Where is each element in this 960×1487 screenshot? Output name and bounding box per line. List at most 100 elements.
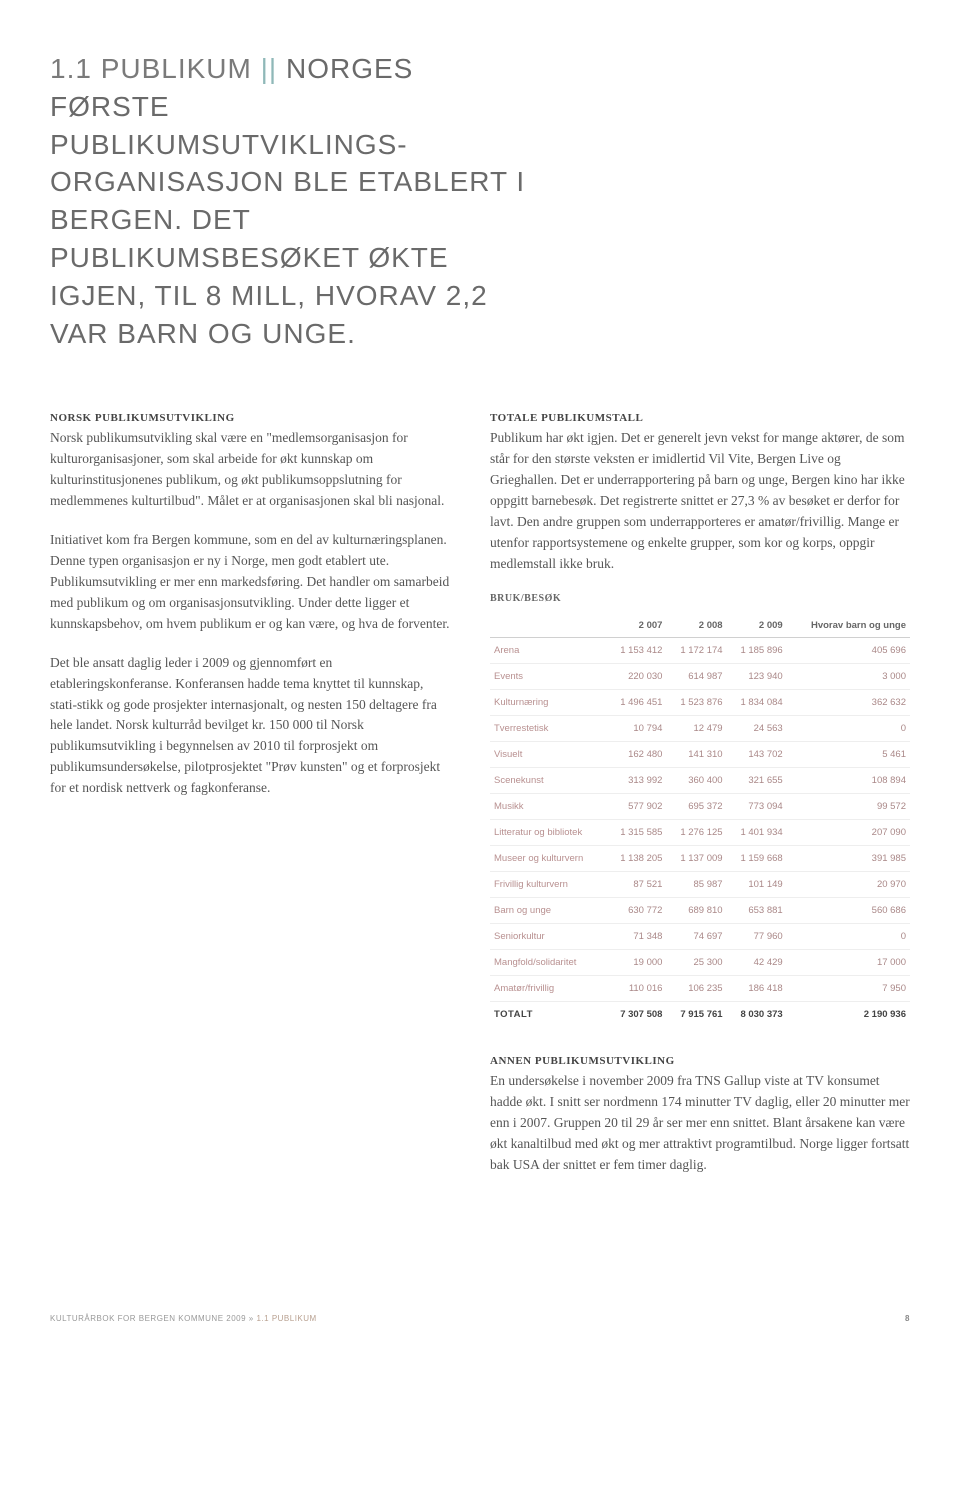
table-cell: 108 894 [787,768,910,794]
headline-bars: || [252,53,286,84]
headline-rest: NORGES FØRSTE PUBLIKUMSUTVIKLINGS-ORGANI… [50,53,525,349]
table-cell: 110 016 [606,976,666,1002]
table-row: Seniorkultur71 34874 69777 9600 [490,924,910,950]
footer-page-number: 8 [905,1314,910,1323]
table-cell: 77 960 [727,924,787,950]
table-cell: 773 094 [727,794,787,820]
table-cell: Seniorkultur [490,924,606,950]
table-cell: 99 572 [787,794,910,820]
table-cell: 0 [787,716,910,742]
table-cell: 24 563 [727,716,787,742]
left-subhead-1: NORSK PUBLIKUMSUTVIKLING [50,412,450,424]
table-total-cell: 7 915 761 [666,1002,726,1028]
page-footer: KULTURÅRBOK FOR BERGEN KOMMUNE 2009 » 1.… [50,1314,910,1323]
table-cell: 20 970 [787,872,910,898]
table-cell: 143 702 [727,742,787,768]
table-caption: BRUK/BESØK [490,593,910,604]
table-cell: 1 185 896 [727,638,787,664]
table-cell: 630 772 [606,898,666,924]
table-cell: Tverrestetisk [490,716,606,742]
table-cell: Visuelt [490,742,606,768]
table-cell: 1 276 125 [666,820,726,846]
table-cell: 689 810 [666,898,726,924]
footer-left: KULTURÅRBOK FOR BERGEN KOMMUNE 2009 » 1.… [50,1314,317,1323]
table-total-cell: 7 307 508 [606,1002,666,1028]
left-para-3: Det ble ansatt daglig leder i 2009 og gj… [50,653,450,799]
two-column-layout: NORSK PUBLIKUMSUTVIKLING Norsk publikums… [50,412,910,1193]
table-cell: 220 030 [606,664,666,690]
table-cell: 186 418 [727,976,787,1002]
table-cell: 7 950 [787,976,910,1002]
table-row: Scenekunst313 992360 400321 655108 894 [490,768,910,794]
table-cell: 101 149 [727,872,787,898]
table-cell: 17 000 [787,950,910,976]
headline-lead: 1.1 PUBLIKUM [50,53,252,84]
th-1: 2 007 [606,614,666,638]
table-row: Museer og kulturvern1 138 2051 137 0091 … [490,846,910,872]
footer-book: KULTURÅRBOK FOR BERGEN KOMMUNE 2009 [50,1314,246,1323]
table-cell: Museer og kulturvern [490,846,606,872]
table-row: Arena1 153 4121 172 1741 185 896405 696 [490,638,910,664]
table-cell: 1 137 009 [666,846,726,872]
th-3: 2 009 [727,614,787,638]
table-row: Litteratur og bibliotek1 315 5851 276 12… [490,820,910,846]
table-cell: 162 480 [606,742,666,768]
page-headline: 1.1 PUBLIKUM || NORGES FØRSTE PUBLIKUMSU… [50,50,530,352]
table-cell: 10 794 [606,716,666,742]
right-para-1: Publikum har økt igjen. Det er generelt … [490,428,910,574]
table-cell: 25 300 [666,950,726,976]
right-column: TOTALE PUBLIKUMSTALL Publikum har økt ig… [490,412,910,1193]
table-row: Kulturnæring1 496 4511 523 8761 834 0843… [490,690,910,716]
table-cell: 360 400 [666,768,726,794]
table-cell: 0 [787,924,910,950]
table-cell: 87 521 [606,872,666,898]
table-row: Visuelt162 480141 310143 7025 461 [490,742,910,768]
left-para-1: Norsk publikumsutvikling skal være en "m… [50,428,450,512]
table-cell: 577 902 [606,794,666,820]
table-cell: 85 987 [666,872,726,898]
table-total-row: TOTALT7 307 5087 915 7618 030 3732 190 9… [490,1002,910,1028]
table-cell: Barn og unge [490,898,606,924]
table-cell: 391 985 [787,846,910,872]
table-cell: 3 000 [787,664,910,690]
table-cell: Frivillig kulturvern [490,872,606,898]
right-subhead-2: ANNEN PUBLIKUMSUTVIKLING [490,1055,910,1067]
table-cell: 74 697 [666,924,726,950]
table-body: Arena1 153 4121 172 1741 185 896405 696E… [490,638,910,1028]
table-row: Events220 030614 987123 9403 000 [490,664,910,690]
table-cell: Mangfold/solidaritet [490,950,606,976]
table-cell: 123 940 [727,664,787,690]
table-cell: 71 348 [606,924,666,950]
table-cell: 19 000 [606,950,666,976]
table-cell: Arena [490,638,606,664]
table-cell: Litteratur og bibliotek [490,820,606,846]
table-cell: 362 632 [787,690,910,716]
table-row: Barn og unge630 772689 810653 881560 686 [490,898,910,924]
table-cell: Kulturnæring [490,690,606,716]
left-column: NORSK PUBLIKUMSUTVIKLING Norsk publikums… [50,412,450,1193]
table-cell: Amatør/frivillig [490,976,606,1002]
bruk-besok-table: 2 007 2 008 2 009 Hvorav barn og unge Ar… [490,614,910,1027]
left-para-2: Initiativet kom fra Bergen kommune, som … [50,530,450,635]
table-cell: 695 372 [666,794,726,820]
table-cell: 1 172 174 [666,638,726,664]
table-cell: 12 479 [666,716,726,742]
table-row: Frivillig kulturvern87 52185 987101 1492… [490,872,910,898]
table-cell: 321 655 [727,768,787,794]
table-cell: 653 881 [727,898,787,924]
table-cell: 1 496 451 [606,690,666,716]
table-cell: 405 696 [787,638,910,664]
table-cell: 5 461 [787,742,910,768]
table-cell: 1 523 876 [666,690,726,716]
th-0 [490,614,606,638]
table-total-cell: TOTALT [490,1002,606,1028]
right-subhead-1: TOTALE PUBLIKUMSTALL [490,412,910,424]
table-total-cell: 2 190 936 [787,1002,910,1028]
table-cell: 1 401 934 [727,820,787,846]
table-cell: 42 429 [727,950,787,976]
footer-sep: » [246,1314,256,1323]
table-cell: Scenekunst [490,768,606,794]
table-cell: 1 153 412 [606,638,666,664]
table-cell: 141 310 [666,742,726,768]
table-header-row: 2 007 2 008 2 009 Hvorav barn og unge [490,614,910,638]
